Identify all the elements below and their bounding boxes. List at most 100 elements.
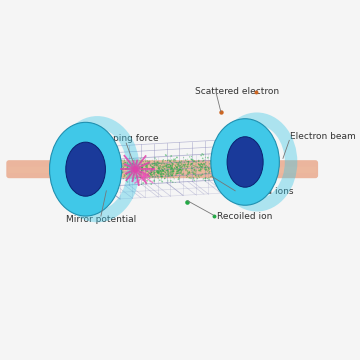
Point (115, 169, 121, 175)
Point (163, 174, 169, 180)
Point (174, 154, 180, 160)
Point (199, 164, 205, 170)
Point (144, 162, 150, 168)
Point (130, 156, 136, 162)
Point (125, 165, 130, 170)
Point (116, 170, 122, 176)
Point (147, 174, 153, 179)
Point (187, 163, 193, 169)
Point (190, 157, 196, 163)
Point (175, 166, 181, 172)
Point (149, 170, 155, 175)
Point (204, 162, 210, 168)
Point (122, 163, 128, 169)
Point (127, 162, 133, 168)
Point (195, 173, 201, 179)
Point (189, 170, 195, 176)
Point (196, 159, 202, 165)
Point (140, 168, 145, 174)
Point (143, 167, 149, 173)
Point (175, 164, 180, 170)
Point (163, 158, 168, 163)
Point (193, 161, 199, 167)
Point (194, 164, 200, 170)
Point (154, 163, 160, 168)
Point (148, 163, 153, 168)
Point (198, 172, 204, 178)
Point (120, 164, 126, 170)
Point (193, 174, 199, 180)
Point (126, 170, 132, 175)
Point (185, 170, 191, 176)
Point (185, 171, 191, 177)
Point (156, 166, 162, 172)
Point (136, 165, 142, 171)
Point (178, 160, 184, 166)
Point (168, 167, 174, 173)
Point (119, 170, 125, 176)
Point (170, 167, 176, 173)
Point (192, 163, 197, 169)
Point (166, 157, 172, 163)
Point (181, 162, 187, 168)
Point (140, 165, 145, 171)
Point (179, 161, 185, 167)
Point (203, 167, 208, 172)
Point (171, 156, 176, 162)
Point (185, 163, 191, 169)
Point (150, 164, 156, 170)
Point (167, 158, 172, 164)
Point (189, 163, 194, 169)
Point (147, 171, 153, 176)
Point (158, 171, 163, 177)
Point (137, 157, 143, 163)
Point (200, 163, 206, 169)
Point (185, 174, 190, 179)
Point (141, 161, 147, 166)
Point (148, 170, 154, 176)
Point (168, 178, 174, 184)
Point (163, 153, 169, 158)
Point (219, 174, 225, 179)
Point (140, 167, 146, 173)
Point (196, 158, 202, 163)
Point (111, 165, 116, 171)
Point (180, 163, 185, 169)
Point (171, 167, 177, 172)
Point (159, 174, 165, 179)
Point (193, 167, 199, 173)
Point (191, 170, 197, 176)
Point (111, 165, 117, 171)
Point (159, 167, 165, 173)
Point (148, 181, 154, 187)
Point (213, 176, 219, 182)
Point (125, 164, 130, 170)
Point (168, 169, 174, 175)
Point (168, 163, 174, 168)
Point (167, 170, 173, 175)
Point (135, 157, 141, 163)
Point (192, 164, 198, 170)
Point (132, 177, 138, 183)
Point (136, 178, 142, 184)
Point (159, 164, 165, 170)
Point (159, 179, 165, 184)
Point (173, 180, 179, 185)
Point (150, 167, 156, 172)
Point (151, 165, 157, 171)
Point (209, 168, 215, 174)
Point (144, 164, 150, 170)
Point (197, 162, 203, 168)
Point (197, 165, 202, 170)
Point (206, 170, 212, 176)
Point (132, 169, 138, 175)
Point (219, 165, 224, 170)
Point (149, 167, 155, 173)
Point (159, 167, 165, 172)
Point (176, 170, 182, 176)
Point (149, 161, 155, 166)
Point (114, 155, 120, 161)
Point (200, 162, 206, 167)
Point (119, 161, 125, 167)
Point (189, 156, 194, 162)
